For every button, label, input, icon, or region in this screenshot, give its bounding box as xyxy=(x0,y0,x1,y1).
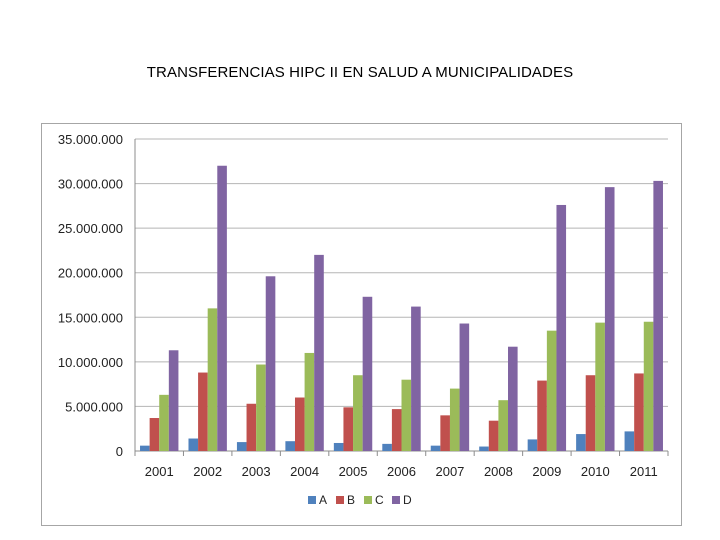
x-tick-label: 2010 xyxy=(581,464,610,479)
y-tick-label: 25.000.000 xyxy=(58,221,123,236)
bar-A-2008 xyxy=(479,446,489,451)
bar-D-2009 xyxy=(556,204,567,451)
bar-D-2006 xyxy=(411,306,421,451)
bar-A-2005 xyxy=(333,442,344,451)
bar-C-2011 xyxy=(643,321,654,451)
bar-A-2010 xyxy=(576,434,586,451)
bar-A-2007 xyxy=(430,445,441,451)
x-tick-label: 2009 xyxy=(532,464,561,479)
bar-C-2003 xyxy=(256,364,266,451)
bar-D-2008 xyxy=(508,346,518,451)
bar-C-2006 xyxy=(401,379,412,451)
legend-label-C: C xyxy=(375,493,384,507)
y-tick-label: 10.000.000 xyxy=(58,355,123,370)
bar-C-2004 xyxy=(304,352,315,451)
legend-swatch-C xyxy=(364,496,372,504)
bar-C-2010 xyxy=(595,322,605,451)
y-tick-label: 30.000.000 xyxy=(58,177,123,192)
bar-B-2011 xyxy=(634,373,644,451)
bar-B-2005 xyxy=(343,407,354,451)
x-tick-label: 2002 xyxy=(193,464,222,479)
bar-B-2006 xyxy=(391,409,402,451)
x-tick-label: 2007 xyxy=(435,464,464,479)
x-tick-label: 2006 xyxy=(387,464,416,479)
bar-D-2011 xyxy=(653,180,663,451)
bar-D-2007 xyxy=(459,323,470,451)
bar-B-2001 xyxy=(149,418,160,451)
y-tick-label: 0 xyxy=(116,444,123,459)
bar-A-2006 xyxy=(382,443,392,451)
bar-C-2005 xyxy=(353,375,363,451)
legend-label-A: A xyxy=(319,493,327,507)
y-tick-label: 15.000.000 xyxy=(58,310,123,325)
y-tick-label: 20.000.000 xyxy=(58,266,123,281)
bar-C-2008 xyxy=(498,400,509,451)
bar-A-2004 xyxy=(285,441,295,451)
bar-D-2003 xyxy=(265,276,276,451)
x-tick-label: 2011 xyxy=(630,464,658,479)
bar-D-2002 xyxy=(217,165,227,451)
bar-A-2009 xyxy=(527,439,538,451)
bar-B-2008 xyxy=(488,420,499,451)
x-tick-label: 2003 xyxy=(242,464,271,479)
bar-A-2003 xyxy=(236,442,247,451)
y-tick-label: 5.000.000 xyxy=(65,399,123,414)
bar-B-2003 xyxy=(246,403,257,451)
x-tick-label: 2001 xyxy=(145,464,174,479)
legend-label-B: B xyxy=(347,493,355,507)
bar-D-2004 xyxy=(314,254,324,451)
bar-C-2009 xyxy=(546,330,557,451)
bar-C-2002 xyxy=(207,308,218,451)
legend-swatch-B xyxy=(336,496,344,504)
legend-swatch-A xyxy=(308,496,316,504)
x-tick-label: 2005 xyxy=(339,464,368,479)
bar-B-2009 xyxy=(537,380,547,451)
bar-D-2010 xyxy=(604,187,615,451)
bar-A-2011 xyxy=(624,431,635,451)
y-tick-label: 35.000.000 xyxy=(58,132,123,147)
bar-C-2001 xyxy=(159,394,169,451)
legend-swatch-D xyxy=(392,496,400,504)
bar-D-2001 xyxy=(168,350,179,451)
bar-B-2002 xyxy=(198,372,208,451)
bar-A-2001 xyxy=(140,445,150,451)
bar-B-2010 xyxy=(585,375,596,451)
bar-B-2007 xyxy=(440,415,450,451)
bar-A-2002 xyxy=(188,438,199,451)
x-tick-label: 2008 xyxy=(484,464,513,479)
legend-label-D: D xyxy=(403,493,412,507)
bar-C-2007 xyxy=(449,388,460,451)
bar-D-2005 xyxy=(362,296,373,451)
x-tick-label: 2004 xyxy=(290,464,319,479)
chart-frame xyxy=(41,123,682,526)
bar-B-2004 xyxy=(294,397,305,451)
page-title: TRANSFERENCIAS HIPC II EN SALUD A MUNICI… xyxy=(146,64,574,81)
